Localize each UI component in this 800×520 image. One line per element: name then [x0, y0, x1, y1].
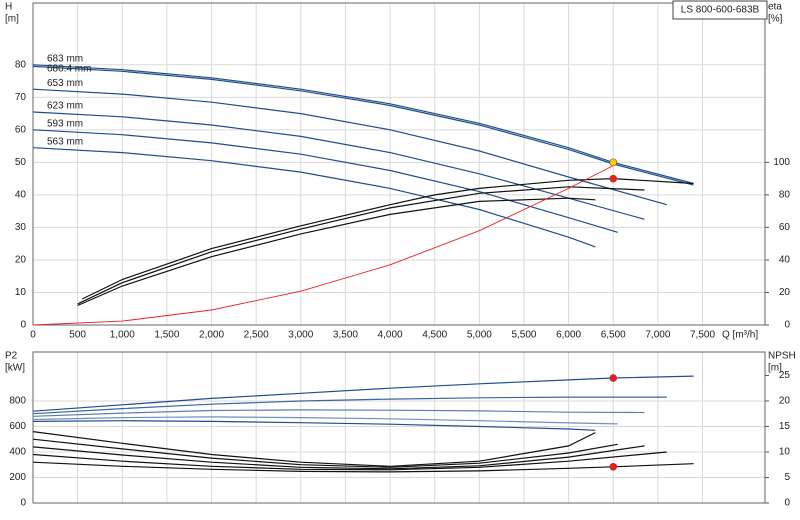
- curve: [32, 431, 596, 467]
- y2-tick-label: 60: [779, 222, 791, 233]
- y-tick-label: 0: [20, 320, 26, 331]
- y2-axis-unit: [%]: [768, 14, 783, 25]
- y-tick-label: 60: [15, 124, 27, 135]
- y-tick-label: 200: [9, 472, 26, 483]
- curve-label: 593 mm: [47, 118, 83, 129]
- y-axis-unit: [kW]: [5, 363, 25, 374]
- x-tick-label: 7,500: [690, 330, 715, 341]
- x-tick-label: 3,000: [288, 330, 313, 341]
- y2-axis-unit: [m]: [768, 363, 782, 374]
- x-tick-label: 1,500: [154, 330, 179, 341]
- y-tick-label: 70: [15, 92, 27, 103]
- y-tick-label: 0: [20, 498, 26, 509]
- y-tick-label: 40: [15, 190, 27, 201]
- y2-tick-label: 15: [779, 421, 791, 432]
- curve-label: 683 mm: [47, 53, 83, 64]
- curve: [32, 409, 645, 417]
- x-tick-label: 0: [30, 330, 36, 341]
- curve: [77, 197, 596, 307]
- y-axis-title: P2: [5, 351, 18, 362]
- duty-point: [609, 174, 618, 183]
- plot-frame: [32, 2, 766, 326]
- x-tick-label: 500: [69, 330, 86, 341]
- duty-point: [609, 462, 618, 471]
- y-tick-label: 400: [9, 447, 26, 458]
- y2-tick-label: 40: [779, 255, 791, 266]
- curve: [32, 129, 618, 233]
- curve: [32, 416, 618, 425]
- curve: [77, 186, 645, 305]
- y-tick-label: 600: [9, 421, 26, 432]
- curve: [32, 65, 694, 186]
- x-tick-label: 4,500: [422, 330, 447, 341]
- curve: [32, 375, 694, 412]
- y2-tick-label: 10: [779, 447, 791, 458]
- x-tick-label: 5,500: [511, 330, 536, 341]
- duty-point: [609, 374, 618, 382]
- y-tick-label: 80: [15, 59, 27, 70]
- x-tick-label: 7,000: [645, 330, 670, 341]
- curve: [32, 64, 694, 185]
- x-tick-label: 3,500: [333, 330, 358, 341]
- curve: [32, 147, 596, 248]
- y2-tick-label: 5: [784, 472, 790, 483]
- x-tick-label: 2,500: [244, 330, 269, 341]
- x-axis-title: Q [m³/h]: [722, 330, 758, 341]
- y-tick-label: 20: [15, 255, 27, 266]
- y-tick-label: 30: [15, 222, 27, 233]
- curve: [32, 88, 667, 206]
- chart-title: LS 800-600-683B: [681, 5, 760, 16]
- y2-tick-label: 100: [773, 157, 790, 168]
- y-axis-unit: [m]: [5, 14, 19, 25]
- curve: [81, 177, 694, 300]
- title-box: [672, 0, 768, 20]
- y-tick-label: 50: [15, 157, 27, 168]
- duty-point: [609, 158, 618, 167]
- x-tick-label: 4,000: [378, 330, 403, 341]
- curve: [32, 396, 667, 415]
- x-tick-label: 2,000: [199, 330, 224, 341]
- y-axis-title: H: [5, 2, 12, 13]
- y2-tick-label: 80: [779, 190, 791, 201]
- plot-frame: [32, 351, 766, 504]
- y2-tick-label: 25: [779, 370, 791, 381]
- x-tick-label: 6,500: [601, 330, 626, 341]
- curve: [32, 165, 614, 326]
- curve: [32, 420, 596, 431]
- y2-axis-title: eta: [768, 2, 782, 13]
- curve-label: 563 mm: [47, 136, 83, 147]
- curve: [32, 461, 694, 473]
- curve: [32, 438, 618, 468]
- y2-tick-label: 20: [779, 396, 791, 407]
- x-tick-label: 1,000: [110, 330, 135, 341]
- y2-tick-label: 0: [784, 498, 790, 509]
- y2-tick-label: 20: [779, 287, 791, 298]
- y-tick-label: 10: [15, 287, 27, 298]
- curve: [32, 111, 645, 220]
- y2-axis-title: NPSH: [768, 351, 796, 362]
- y2-tick-label: 0: [784, 320, 790, 331]
- curve-label: 653 mm: [47, 78, 83, 89]
- x-tick-label: 6,000: [556, 330, 581, 341]
- curve-label: 680.4 mm: [47, 63, 91, 74]
- y-tick-label: 800: [9, 396, 26, 407]
- curve: [32, 445, 645, 470]
- curve-label: 623 mm: [47, 101, 83, 112]
- curve: [32, 451, 667, 471]
- x-tick-label: 5,000: [467, 330, 492, 341]
